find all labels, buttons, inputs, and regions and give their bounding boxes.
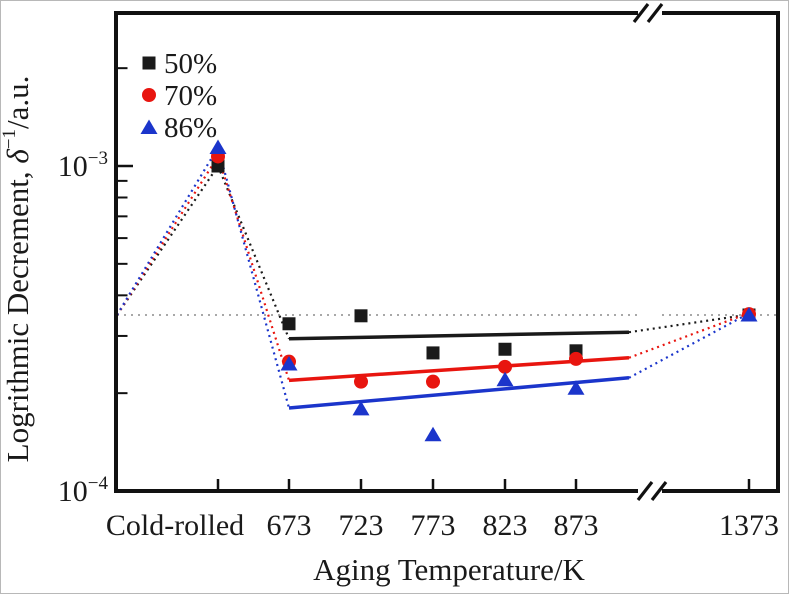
y-axis-title: Logrithmic Decrement, δ−1/a.u. — [1, 76, 35, 463]
point-70%-773 — [426, 374, 440, 389]
trend-line-86% — [288, 376, 630, 410]
point-50%-823 — [498, 342, 512, 356]
point-50%-723 — [354, 309, 368, 323]
y-tick-label: 10−3 — [58, 148, 108, 183]
x-tick-label: 823 — [483, 509, 528, 542]
x-tick-label: 773 — [411, 509, 456, 542]
axes — [114, 3, 780, 501]
axis-break-icon — [636, 481, 654, 501]
point-50%-Cold-rolled — [211, 159, 225, 173]
legend-marker-circle-icon — [142, 88, 156, 102]
trend-lines — [288, 330, 630, 410]
y-tick-label: 10−4 — [58, 473, 109, 508]
axis-break-icon — [650, 481, 668, 501]
x-tick-label: 873 — [554, 509, 599, 542]
point-86%-773 — [424, 426, 442, 442]
point-86%-823 — [496, 371, 514, 387]
axis-break-icon — [646, 3, 664, 23]
point-70%-723 — [354, 374, 368, 389]
x-tick-label: 1373 — [719, 509, 779, 542]
legend-label-86: 86% — [164, 112, 217, 144]
point-70%-823 — [498, 359, 512, 374]
point-86%-Cold-rolled — [209, 139, 227, 155]
x-axis-title: Aging Temperature/K — [313, 552, 585, 587]
connector-right-86% — [628, 314, 747, 379]
legend-label-50: 50% — [164, 48, 217, 80]
point-86%-1373 — [740, 306, 758, 322]
point-86%-673 — [280, 355, 298, 371]
legend-label-70: 70% — [164, 80, 217, 112]
x-tick-label: Cold-rolled — [106, 509, 244, 542]
tick-labels: Cold-rolled 673 723 773 823 873 1373 10−3 10−4 — [58, 148, 779, 542]
point-70%-873 — [569, 351, 583, 366]
legend: 50% 70% 86% — [140, 48, 217, 144]
connector-right-50% — [628, 313, 747, 334]
x-tick-label: 673 — [267, 509, 312, 542]
plot-border — [114, 11, 780, 493]
point-86%-723 — [352, 400, 370, 416]
point-50%-773 — [426, 346, 440, 360]
trend-line-50% — [288, 330, 630, 341]
point-86%-873 — [567, 380, 585, 395]
point-50%-673 — [282, 317, 296, 331]
axis-break-icon — [632, 3, 650, 23]
legend-marker-triangle-icon — [140, 119, 158, 134]
connector-lines — [116, 144, 747, 409]
connector-right-70% — [628, 313, 747, 359]
legend-marker-square-icon — [142, 56, 156, 70]
data-markers — [209, 139, 758, 442]
x-tick-label: 723 — [339, 509, 384, 542]
